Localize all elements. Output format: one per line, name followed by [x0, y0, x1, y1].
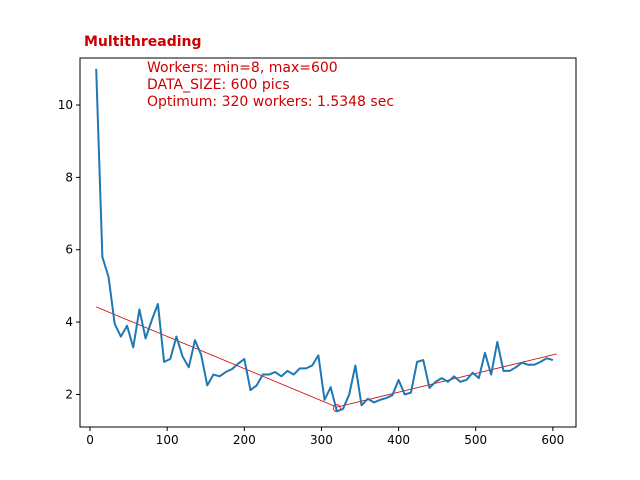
- x-tick-label: 600: [541, 433, 564, 447]
- y-tick-label: 10: [58, 98, 73, 112]
- x-tick-label: 300: [310, 433, 333, 447]
- y-tick-label: 8: [65, 170, 73, 184]
- x-tick-label: 100: [156, 433, 179, 447]
- x-tick-label: 500: [464, 433, 487, 447]
- x-tick-label: 200: [233, 433, 256, 447]
- plot-frame: [79, 57, 577, 428]
- plot-area: [95, 68, 557, 413]
- annotation-data-size: DATA_SIZE: 600 pics: [147, 77, 290, 93]
- chart-title: Multithreading: [84, 34, 202, 50]
- y-tick-label: 4: [65, 315, 73, 329]
- annotation-workers: Workers: min=8, max=600: [147, 60, 338, 76]
- series-line-1: [95, 68, 554, 413]
- axes: 0 100 200 300 400 500 600 2 4 6 8 10: [58, 98, 565, 447]
- x-tick-label: 400: [387, 433, 410, 447]
- annotation-optimum: Optimum: 320 workers: 1.5348 sec: [147, 94, 394, 110]
- x-tick-label: 0: [86, 433, 94, 447]
- y-tick-label: 6: [65, 243, 73, 257]
- y-tick-label: 2: [65, 387, 73, 401]
